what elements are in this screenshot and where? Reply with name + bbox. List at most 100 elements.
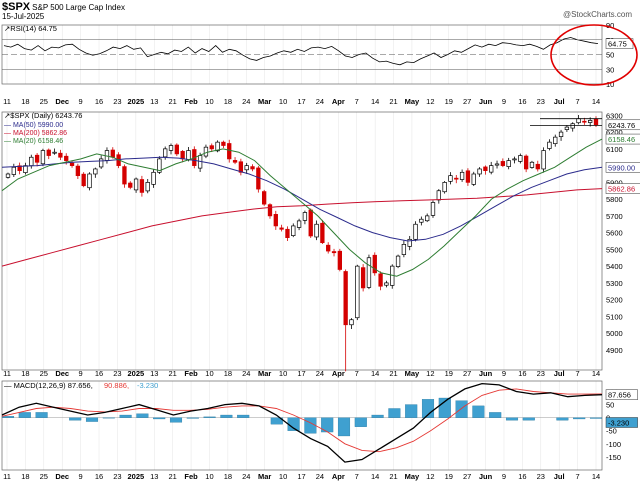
macd-hist-bar — [438, 397, 451, 418]
candle-body — [576, 118, 581, 124]
x-tick-label: 2025 — [128, 472, 145, 481]
macd-hist-bar — [69, 417, 82, 421]
x-tick-label: 9 — [79, 97, 83, 106]
macd-hist-bar — [102, 417, 115, 419]
candle-body — [529, 161, 535, 168]
candle-body — [366, 257, 372, 288]
candle-body — [87, 173, 92, 189]
candle-body — [262, 191, 267, 205]
candle-body — [489, 165, 494, 173]
x-tick-label: 21 — [389, 472, 397, 481]
macd-tick-label: -100 — [606, 440, 621, 449]
candle-body — [523, 155, 529, 170]
price-last-value: 5862.86 — [608, 185, 635, 194]
x-tick-label: 12 — [426, 472, 434, 481]
x-tick-label: 14 — [371, 369, 379, 378]
x-tick-label: 7 — [576, 369, 580, 378]
candle-body — [494, 163, 500, 166]
macd-hist-bar — [85, 417, 99, 422]
candle-body — [163, 148, 168, 158]
x-tick-label: Feb — [184, 369, 198, 378]
candle-body — [395, 255, 401, 267]
x-tick-label: May — [405, 472, 420, 481]
price-last-value: 6158.46 — [608, 135, 635, 144]
x-tick-label: 23 — [537, 369, 545, 378]
candle-body — [384, 282, 389, 286]
x-tick-label: 11 — [3, 472, 11, 481]
candle-body — [273, 214, 278, 227]
candle-body — [582, 120, 587, 123]
x-tick-label: Dec — [55, 97, 69, 106]
x-tick-label: 25 — [40, 97, 48, 106]
x-tick-label: 2025 — [128, 97, 145, 106]
candle-body — [122, 166, 127, 185]
source-credit: @StockCharts.com — [562, 10, 632, 19]
macd-hist-bar — [405, 404, 418, 418]
macd-hist-bar — [505, 417, 519, 421]
rsi-tick-label: 90 — [606, 21, 614, 30]
price-tick-label: 5300 — [606, 279, 623, 288]
candle-body — [250, 166, 255, 170]
macd-hist-bar — [354, 417, 367, 427]
candle-body — [11, 166, 16, 175]
x-tick-label: 18 — [21, 472, 29, 481]
candle-body — [558, 131, 564, 137]
price-tick-label: 5700 — [606, 212, 623, 221]
x-tick-label: 11 — [3, 97, 11, 106]
candle-body — [34, 154, 40, 163]
macd-hist-bar — [522, 417, 535, 421]
x-tick-label: 18 — [224, 472, 232, 481]
candle-body — [454, 177, 459, 180]
x-tick-label: 14 — [592, 97, 600, 106]
candle-body — [465, 170, 471, 183]
rsi-last-value: 64.75 — [608, 40, 627, 49]
x-tick-label: Jun — [479, 472, 493, 481]
x-tick-label: 17 — [297, 97, 305, 106]
candle-body — [425, 215, 430, 222]
macd-hist-bar — [489, 412, 502, 418]
price-tick-label: 5800 — [606, 195, 623, 204]
x-tick-label: 21 — [389, 369, 397, 378]
candle-body — [407, 238, 412, 247]
candle-body — [128, 182, 133, 188]
candle-body — [168, 145, 174, 151]
candle-body — [58, 152, 63, 158]
candle-body — [320, 222, 325, 244]
x-tick-label: Feb — [184, 97, 198, 106]
x-tick-label: Jul — [554, 472, 565, 481]
candle-body — [413, 223, 418, 240]
price-last-value: 5990.00 — [608, 163, 635, 172]
rsi-series — [3, 37, 599, 66]
x-tick-label: 2025 — [128, 369, 145, 378]
x-tick-label: 9 — [79, 369, 83, 378]
price-last-value-bg — [605, 119, 640, 131]
x-tick-label: 16 — [95, 97, 103, 106]
x-tick-label: 7 — [576, 472, 580, 481]
x-tick-label: 27 — [463, 369, 471, 378]
candle-body — [93, 168, 98, 175]
macd-hist-bar — [220, 414, 233, 418]
candle-body — [29, 156, 34, 166]
x-tick-label: Jul — [554, 369, 565, 378]
candle-body — [291, 225, 296, 236]
price-tick-label: 5600 — [606, 229, 623, 238]
macd-hist-bar — [421, 399, 435, 418]
candle-body — [267, 204, 273, 217]
candle-body — [64, 155, 69, 161]
candle-body — [186, 150, 191, 161]
price-tick-label: 6100 — [606, 145, 623, 154]
candle-body — [308, 209, 313, 237]
x-tick-label: 21 — [168, 472, 176, 481]
x-tick-label: 21 — [389, 97, 397, 106]
candle-body — [314, 223, 319, 238]
macd-hist-bar — [1, 416, 15, 418]
macd-hist-bar — [153, 417, 166, 420]
rsi-tick-label: 50 — [606, 51, 614, 60]
candle-body — [436, 190, 441, 201]
chart-date: 15-Jul-2025 — [2, 12, 45, 21]
candle-body — [326, 244, 331, 252]
x-tick-label: 14 — [371, 97, 379, 106]
candle-body — [232, 160, 238, 163]
macd-line — [1, 382, 603, 463]
price-tick-label: 5900 — [606, 178, 623, 187]
